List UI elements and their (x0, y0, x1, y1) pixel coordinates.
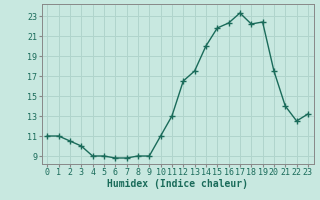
X-axis label: Humidex (Indice chaleur): Humidex (Indice chaleur) (107, 179, 248, 189)
